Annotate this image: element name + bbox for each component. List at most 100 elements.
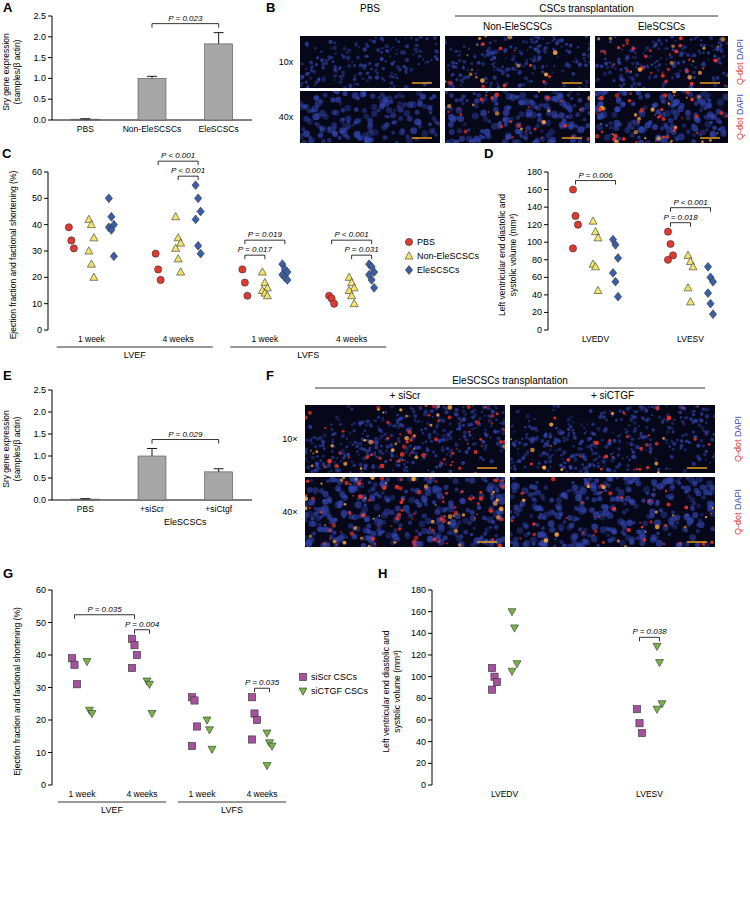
texture <box>597 37 600 40</box>
texture <box>341 108 346 113</box>
texture <box>481 53 484 56</box>
texture <box>320 50 322 52</box>
texture <box>446 447 450 451</box>
texture <box>493 429 497 433</box>
y-tick-label: 60 <box>32 167 42 177</box>
texture <box>633 82 637 86</box>
texture <box>454 443 458 447</box>
texture <box>338 67 341 70</box>
texture <box>700 99 706 105</box>
micrograph-bg <box>445 36 590 88</box>
texture <box>442 429 446 433</box>
texture <box>310 66 314 70</box>
y-tick <box>544 259 548 260</box>
micrograph <box>595 36 728 88</box>
texture <box>681 117 683 119</box>
texture <box>690 55 692 57</box>
texture <box>308 137 315 143</box>
texture <box>378 428 381 431</box>
texture <box>503 109 510 116</box>
point <box>371 283 378 292</box>
texture <box>541 121 546 126</box>
texture <box>709 461 711 463</box>
y-tick-label: 0.0 <box>33 495 46 505</box>
y-tick <box>44 224 48 225</box>
texture <box>577 46 580 49</box>
texture <box>498 124 503 129</box>
texture <box>434 454 438 458</box>
texture <box>723 130 727 134</box>
texture <box>664 110 671 117</box>
texture <box>572 80 574 82</box>
texture <box>467 447 471 451</box>
texture <box>525 62 529 66</box>
texture <box>584 63 588 67</box>
texture <box>327 138 332 143</box>
texture <box>628 76 630 78</box>
texture <box>636 62 640 66</box>
group-line <box>57 347 213 348</box>
texture <box>469 73 472 76</box>
significance-bracket <box>352 255 372 259</box>
texture <box>331 441 334 444</box>
texture <box>426 37 429 40</box>
texture <box>706 101 712 107</box>
y-tick-label: 30 <box>32 246 42 256</box>
point <box>594 234 602 241</box>
texture <box>519 134 523 138</box>
texture <box>347 405 351 408</box>
texture <box>631 62 635 66</box>
texture <box>662 135 665 138</box>
texture <box>398 68 402 72</box>
micrograph <box>445 91 590 143</box>
texture <box>324 427 326 429</box>
texture <box>680 444 684 448</box>
texture <box>530 102 537 109</box>
texture <box>673 127 676 130</box>
y-tick <box>544 312 548 313</box>
texture <box>713 54 716 57</box>
texture <box>354 107 359 112</box>
texture <box>315 63 319 67</box>
texture <box>437 121 440 126</box>
texture <box>588 111 590 115</box>
texture <box>540 130 543 133</box>
texture <box>658 114 661 117</box>
texture <box>386 421 389 424</box>
texture <box>664 47 666 49</box>
annotation: P < 0.001 <box>673 198 707 207</box>
point <box>664 256 671 263</box>
texture <box>371 111 377 117</box>
texture <box>625 39 629 43</box>
texture <box>485 433 489 437</box>
texture <box>364 439 366 441</box>
texture <box>429 111 432 114</box>
texture <box>460 84 462 86</box>
texture <box>563 124 567 128</box>
texture <box>619 84 622 87</box>
texture <box>447 111 449 113</box>
texture <box>638 140 644 143</box>
texture <box>351 461 354 464</box>
texture <box>409 444 412 447</box>
texture <box>381 51 384 54</box>
row-label: 10× <box>282 434 297 444</box>
texture <box>386 107 392 113</box>
texture <box>392 469 394 471</box>
texture <box>490 96 494 100</box>
texture <box>656 60 659 63</box>
texture <box>401 94 405 98</box>
texture <box>542 38 544 40</box>
texture <box>432 405 436 408</box>
texture <box>599 96 604 101</box>
y-tick <box>48 434 52 435</box>
texture <box>695 115 699 119</box>
texture <box>323 447 326 450</box>
texture <box>355 42 358 45</box>
texture <box>587 96 590 101</box>
bar <box>205 472 233 500</box>
texture <box>637 82 641 86</box>
texture <box>373 419 375 421</box>
texture <box>626 56 629 59</box>
texture <box>563 84 567 88</box>
